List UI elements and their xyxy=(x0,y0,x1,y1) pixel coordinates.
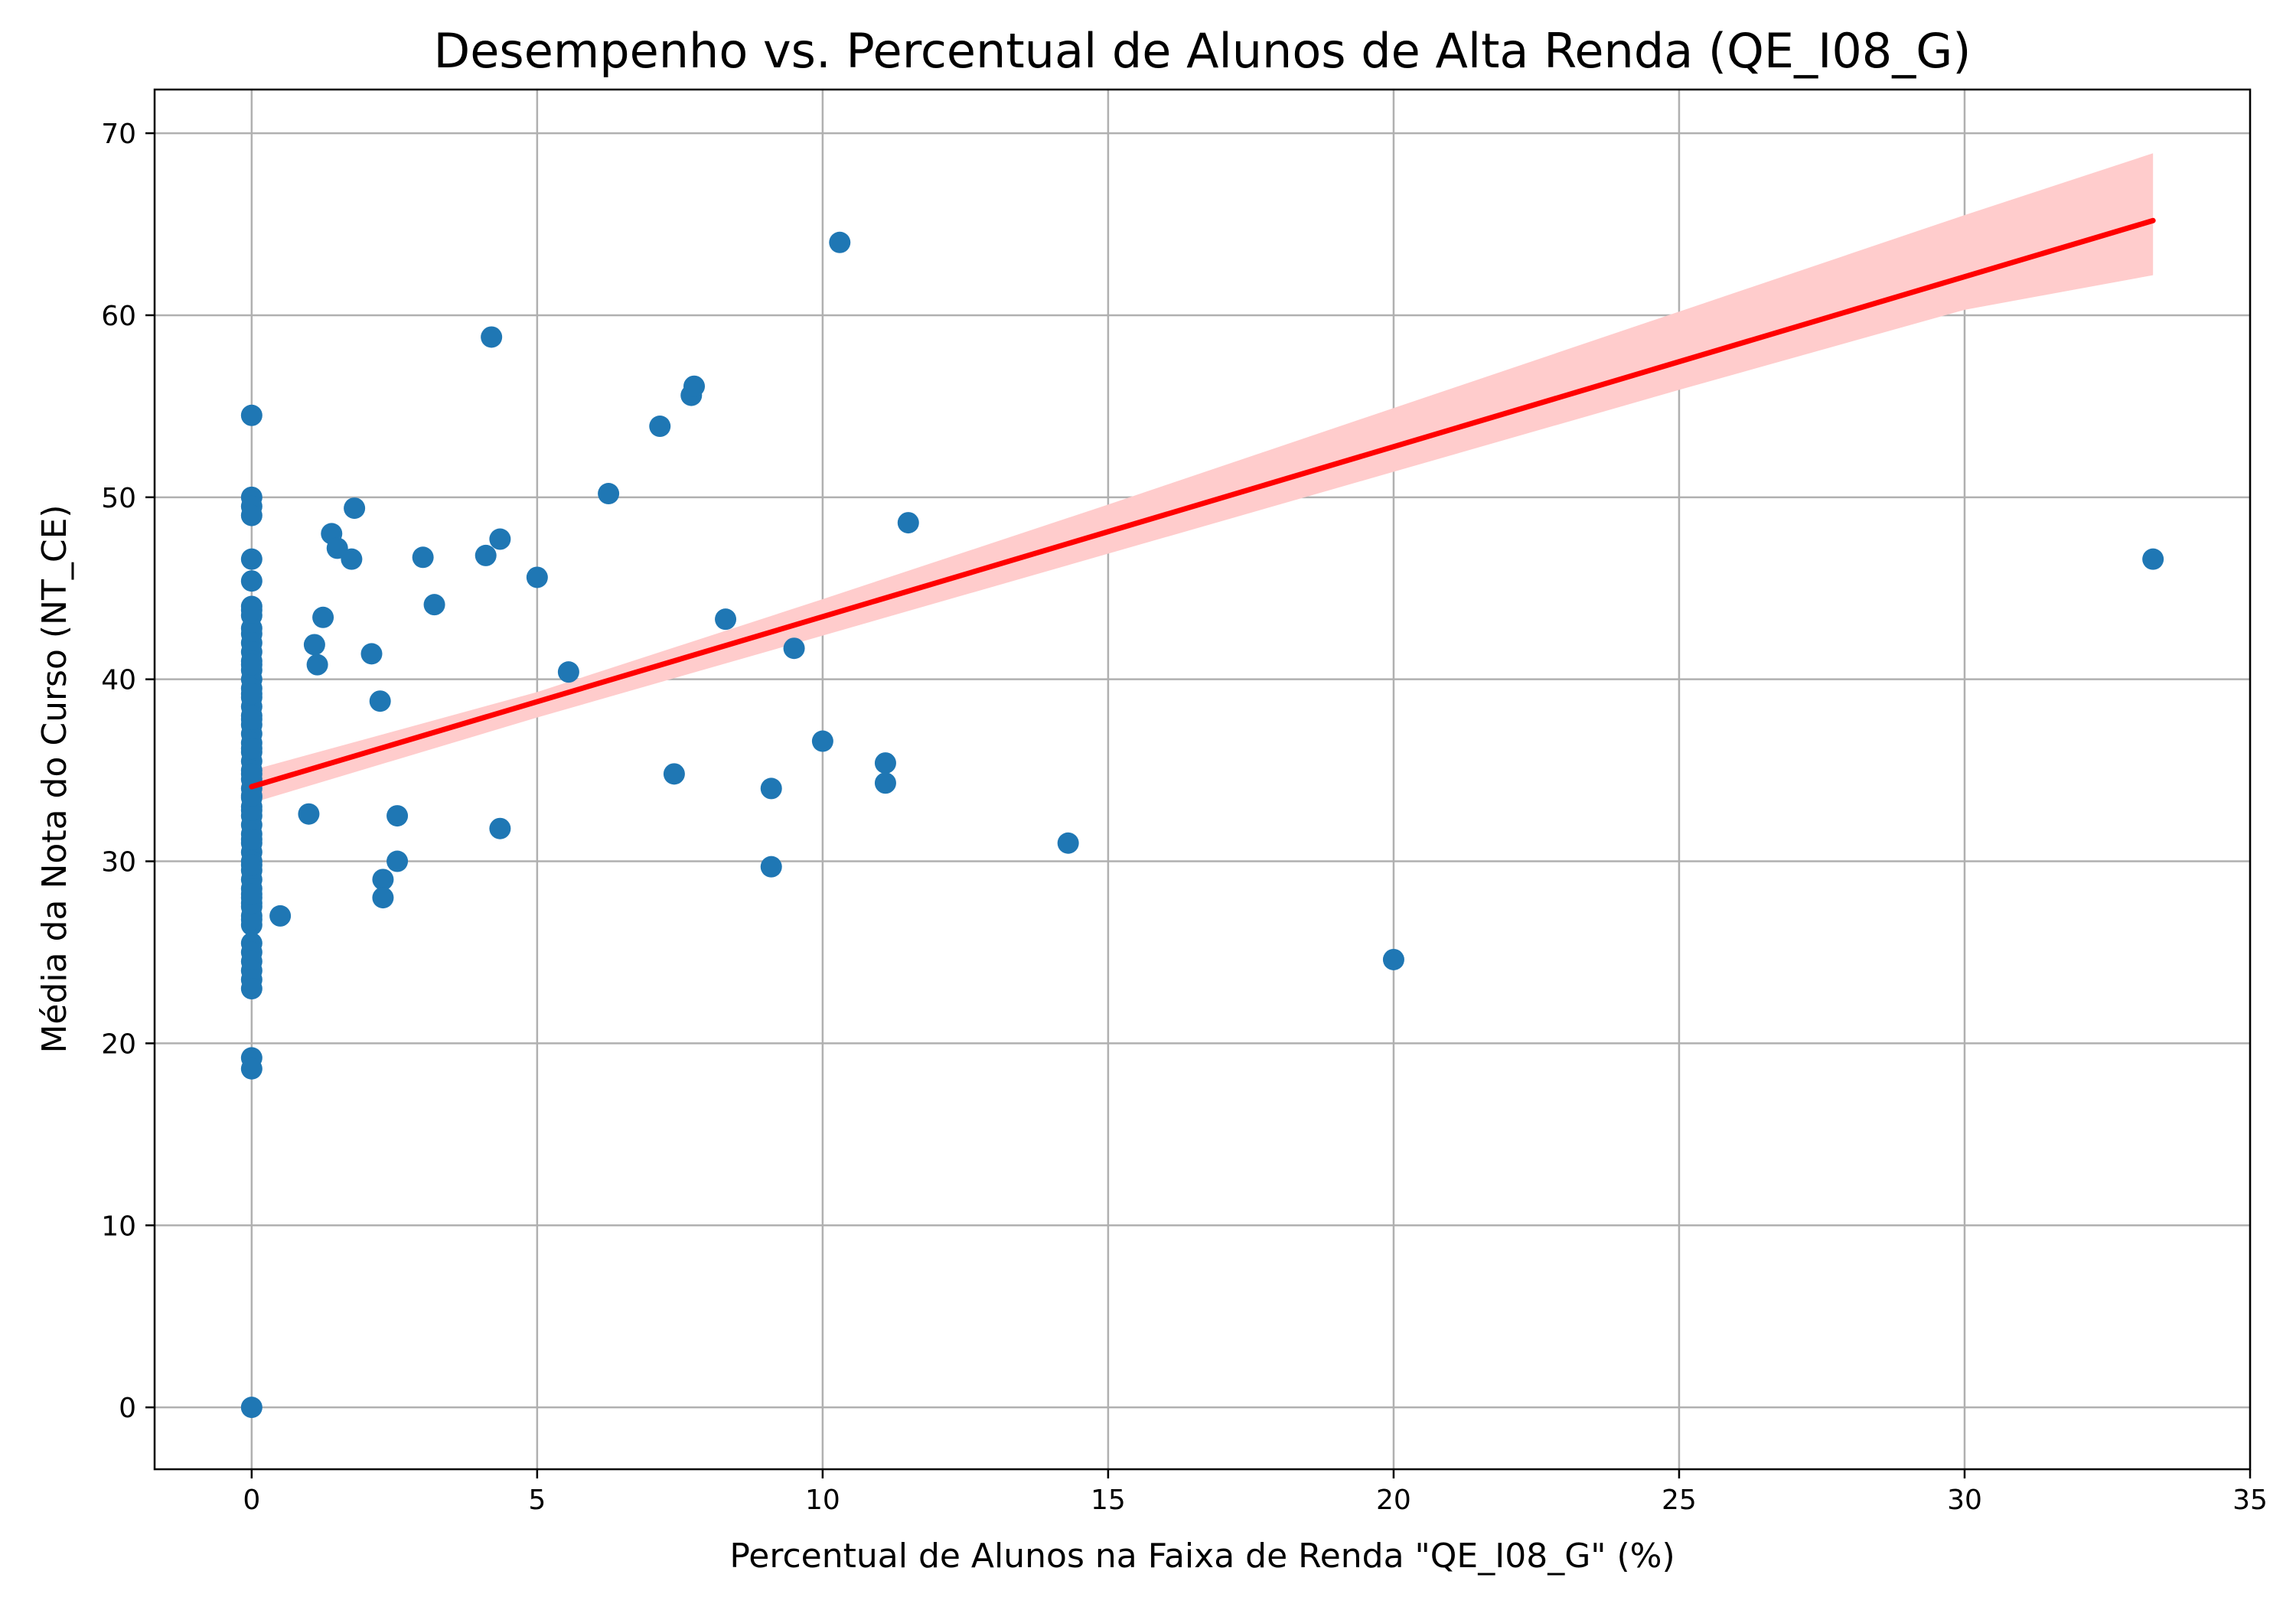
data-point xyxy=(240,784,263,807)
data-point xyxy=(240,709,263,731)
y-axis-label: Média da Nota do Curso (NT_CE) xyxy=(35,504,74,1053)
data-point xyxy=(557,661,579,683)
x-tick-label: 10 xyxy=(805,1485,840,1516)
data-point xyxy=(240,683,263,705)
data-point xyxy=(240,570,263,592)
x-tick-label: 35 xyxy=(2232,1485,2268,1516)
x-tick-label: 15 xyxy=(1091,1485,1126,1516)
x-tick-label: 30 xyxy=(1947,1485,1982,1516)
data-point xyxy=(760,777,782,800)
confidence-band-layer xyxy=(251,153,2154,804)
data-point xyxy=(760,856,782,878)
confidence-band xyxy=(251,153,2154,804)
data-point xyxy=(475,544,497,566)
data-point xyxy=(240,654,263,676)
data-point xyxy=(489,528,511,550)
points-layer xyxy=(240,231,2164,1419)
regression-line xyxy=(249,217,2156,790)
data-point xyxy=(829,231,851,253)
data-point xyxy=(649,416,671,438)
data-point xyxy=(897,512,919,534)
regression-line-layer xyxy=(249,217,2156,790)
data-point xyxy=(811,730,833,752)
data-point xyxy=(423,594,445,616)
x-axis-label: Percentual de Alunos na Faixa de Renda "… xyxy=(729,1537,1675,1576)
data-point xyxy=(1382,948,1404,970)
data-point xyxy=(240,1058,263,1080)
data-point xyxy=(1057,832,1079,854)
data-point xyxy=(344,497,366,520)
data-point xyxy=(312,606,334,628)
data-point xyxy=(372,869,394,891)
data-point xyxy=(240,828,263,850)
data-point xyxy=(306,654,328,676)
y-tick-label: 0 xyxy=(119,1393,136,1424)
data-point xyxy=(783,637,805,660)
data-point xyxy=(489,817,511,839)
data-point xyxy=(240,599,263,621)
data-point xyxy=(715,608,737,631)
data-point xyxy=(481,326,503,348)
data-point xyxy=(341,548,363,570)
data-point xyxy=(240,854,263,876)
y-tick-label: 50 xyxy=(101,483,136,514)
data-point xyxy=(526,566,548,588)
data-point xyxy=(2142,548,2164,570)
data-point xyxy=(372,887,394,909)
data-point xyxy=(369,690,391,712)
x-tick-label: 25 xyxy=(1662,1485,1697,1516)
y-tick-label: 10 xyxy=(101,1211,136,1242)
ticks: 0 5 10 15 20 25 30 35 0 10 20 30 40 50 60 70 xyxy=(101,119,2268,1516)
x-tick-label: 5 xyxy=(528,1485,546,1516)
y-tick-label: 40 xyxy=(101,665,136,696)
data-point xyxy=(240,738,263,760)
data-point xyxy=(240,1397,263,1419)
data-point xyxy=(360,643,383,665)
data-point xyxy=(663,763,685,785)
y-tick-label: 20 xyxy=(101,1028,136,1060)
data-point xyxy=(240,883,263,905)
data-point xyxy=(683,375,706,397)
data-point xyxy=(874,752,896,774)
data-point xyxy=(269,905,292,927)
data-point xyxy=(386,850,409,872)
data-point xyxy=(240,504,263,526)
x-tick-label: 20 xyxy=(1376,1485,1411,1516)
x-tick-label: 0 xyxy=(243,1485,260,1516)
data-point xyxy=(298,803,320,825)
data-point xyxy=(240,908,263,931)
chart-title: Desempenho vs. Percentual de Alunos de A… xyxy=(434,23,1971,79)
data-point xyxy=(874,772,896,794)
data-point xyxy=(240,404,263,426)
data-point xyxy=(386,805,409,827)
data-point xyxy=(240,978,263,1000)
y-tick-label: 60 xyxy=(101,301,136,332)
plot-frame xyxy=(153,88,2252,1471)
data-point xyxy=(240,763,263,785)
y-tick-label: 70 xyxy=(101,119,136,150)
data-point xyxy=(412,546,434,569)
data-point xyxy=(240,548,263,570)
data-point xyxy=(598,483,620,505)
y-tick-label: 30 xyxy=(101,847,136,878)
data-point xyxy=(303,634,325,656)
